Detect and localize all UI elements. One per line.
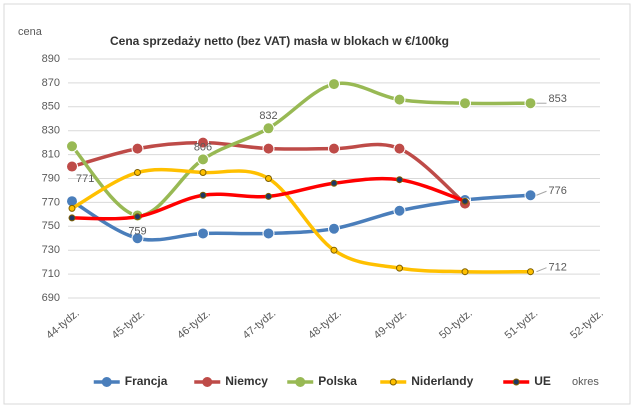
label-leader <box>536 190 547 196</box>
label-leader <box>536 267 547 273</box>
series-marker <box>328 142 340 155</box>
legend-marker <box>512 378 520 386</box>
legend-marker <box>389 378 397 386</box>
legend-marker <box>202 377 213 387</box>
series-marker <box>265 175 272 182</box>
series-marker <box>328 78 340 91</box>
series-marker <box>265 192 272 200</box>
data-label: 776 <box>549 185 567 197</box>
series-marker <box>393 204 406 217</box>
series-marker <box>134 213 141 221</box>
series-marker <box>461 268 469 276</box>
legend-marker <box>101 377 112 387</box>
legend-marker <box>295 377 306 387</box>
series-marker <box>459 97 471 110</box>
data-label: 853 <box>549 93 567 105</box>
y-tick-label: 890 <box>42 53 60 65</box>
data-label: 759 <box>128 225 146 237</box>
series-marker <box>68 204 76 212</box>
legend-label: UE <box>534 374 551 388</box>
series-marker <box>328 222 340 235</box>
series-marker <box>330 179 338 187</box>
series-marker <box>66 140 78 153</box>
series-marker <box>396 176 403 184</box>
y-tick-label: 690 <box>42 292 60 304</box>
data-label: 771 <box>76 173 94 185</box>
series-marker <box>393 142 406 155</box>
data-label: 806 <box>194 141 212 153</box>
series-marker <box>131 142 144 155</box>
y-tick-label: 730 <box>42 244 60 256</box>
series-marker <box>461 197 469 205</box>
series-marker <box>199 191 207 199</box>
y-tick-label: 810 <box>42 149 60 161</box>
series-marker <box>262 227 275 240</box>
series-marker <box>197 153 209 166</box>
series-marker <box>262 142 275 155</box>
y-tick-label: 750 <box>42 220 60 232</box>
series-marker <box>527 268 534 276</box>
y-tick-label: 870 <box>42 77 60 89</box>
series-line <box>71 167 531 274</box>
series-marker <box>197 136 209 149</box>
legend-label: Niemcy <box>225 374 268 388</box>
chart-frame <box>3 3 631 405</box>
series-marker <box>197 227 209 240</box>
series-marker <box>68 214 76 222</box>
y-tick-label: 830 <box>42 125 60 137</box>
series-marker <box>262 122 275 135</box>
data-label: 832 <box>259 110 277 122</box>
series-marker <box>524 97 537 110</box>
series-marker <box>131 232 144 245</box>
chart-title: Cena sprzedaży netto (bez VAT) masła w b… <box>110 34 449 48</box>
series-marker <box>66 160 78 173</box>
legend-label: Polska <box>318 374 357 388</box>
y-axis-label: cena <box>18 26 43 38</box>
y-tick-label: 790 <box>42 172 60 184</box>
series-marker <box>396 264 403 272</box>
y-tick-label: 850 <box>42 101 60 113</box>
series-marker <box>330 246 338 254</box>
series-marker <box>393 93 406 106</box>
data-label: 712 <box>549 262 567 274</box>
legend-label: Francja <box>125 374 168 388</box>
series-marker <box>524 189 537 202</box>
series-marker <box>134 169 141 177</box>
series-marker <box>199 169 207 177</box>
x-axis-label: okres <box>572 376 599 388</box>
y-tick-label: 710 <box>42 268 60 280</box>
y-tick-label: 770 <box>42 196 60 208</box>
legend-label: Niderlandy <box>411 374 473 388</box>
